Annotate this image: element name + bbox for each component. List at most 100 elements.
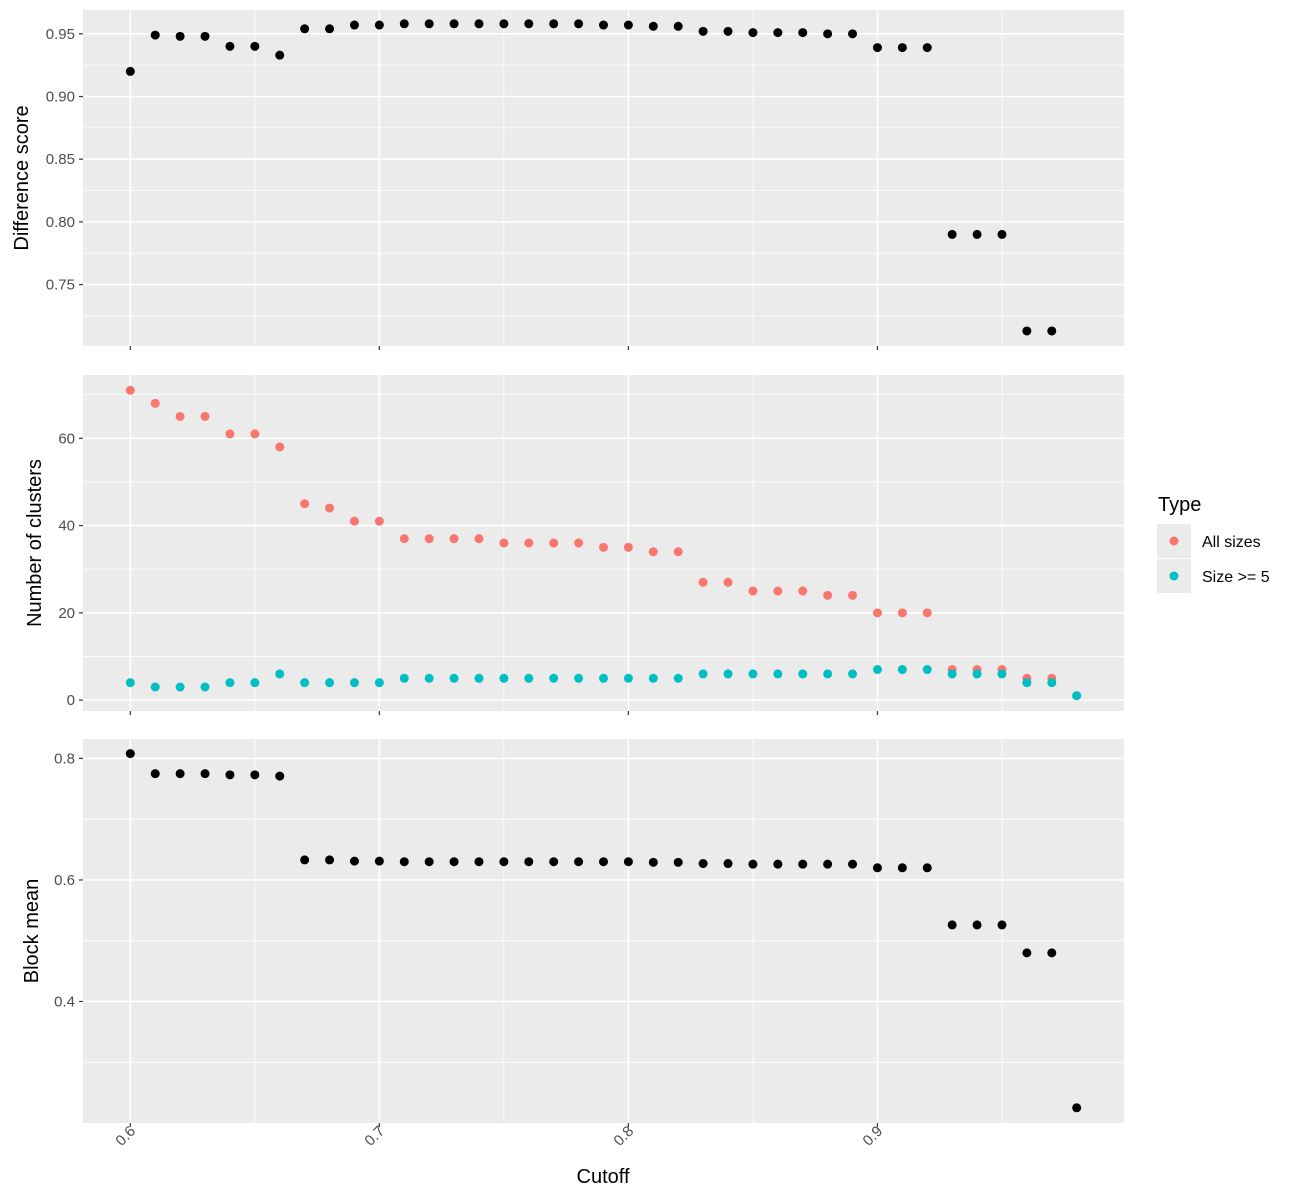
data-point-difference [150,30,160,40]
data-point-blockmean [972,920,982,930]
data-point-difference [399,19,409,29]
data-point-all-sizes [474,534,484,544]
data-point-size-5 [524,673,534,683]
data-point-blockmean [150,769,160,779]
data-point-size-5 [275,669,285,679]
data-point-blockmean [922,863,932,873]
data-point-all-sizes [125,385,135,395]
legend-title: Type [1158,494,1201,516]
data-point-difference [848,29,858,39]
data-point-size-5 [848,669,858,679]
x-tick-label: 0.7 [361,1123,388,1150]
y-tick-label: 40 [58,518,75,535]
y-tick-label: 0.4 [54,993,75,1010]
data-point-blockmean [599,857,608,867]
data-point-difference [673,21,683,31]
data-point-all-sizes [798,586,808,596]
data-point-all-sizes [574,538,584,548]
data-point-difference [424,19,434,29]
data-point-size-5 [349,678,359,688]
data-point-size-5 [673,673,683,683]
data-point-size-5 [250,678,260,688]
panel-background-blockmean [83,739,1124,1123]
legend: Type All sizes Size >= 5 [1157,494,1270,593]
y-tick-label: 0.85 [46,151,75,168]
data-point-difference [325,24,335,34]
data-point-all-sizes [723,577,733,587]
data-point-blockmean [648,857,658,867]
grid-layer [83,10,1124,1123]
data-point-blockmean [499,857,509,867]
data-point-all-sizes [499,538,509,548]
data-point-blockmean [673,857,683,867]
data-point-blockmean [723,859,733,869]
data-point-difference [524,19,534,29]
data-point-difference [748,28,758,38]
data-point-difference [1047,326,1057,336]
data-point-difference [374,20,384,30]
data-point-all-sizes [325,503,335,513]
data-point-size-5 [823,669,833,679]
data-point-size-5 [175,682,185,692]
data-point-blockmean [424,857,434,867]
data-point-size-5 [1072,691,1082,701]
data-point-difference [698,26,708,36]
data-point-size-5 [599,673,608,683]
data-point-blockmean [623,857,633,867]
data-point-size-5 [1047,678,1057,688]
data-point-blockmean [574,857,584,867]
data-point-blockmean [524,857,534,867]
data-point-size-5 [499,673,509,683]
data-point-all-sizes [648,547,658,557]
data-point-all-sizes [300,499,310,509]
data-point-difference [574,19,584,29]
data-point-difference [125,66,135,76]
data-point-all-sizes [823,590,833,600]
data-point-blockmean [823,859,833,869]
data-point-blockmean [125,749,135,759]
data-point-size-5 [773,669,783,679]
data-point-difference [872,43,882,53]
data-point-difference [499,19,509,29]
data-point-blockmean [897,863,907,873]
points-layer [125,19,1082,1113]
data-point-difference [200,31,210,41]
data-point-difference [897,43,907,53]
data-point-all-sizes [897,608,907,618]
data-point-difference [773,28,783,38]
data-point-blockmean [275,771,285,781]
data-point-difference [300,24,310,34]
data-point-size-5 [549,673,559,683]
data-point-all-sizes [599,542,608,552]
y-tick-label: 60 [58,430,75,447]
data-point-size-5 [399,673,409,683]
data-point-all-sizes [349,516,359,526]
data-point-blockmean [175,769,185,779]
data-point-blockmean [449,857,459,867]
y-tick-label: 20 [58,605,75,622]
data-point-blockmean [1022,948,1032,958]
data-point-all-sizes [698,577,708,587]
y-tick-label: 0.80 [46,214,75,231]
y-axis-title-blockmean: Block mean [21,879,43,984]
data-point-all-sizes [848,590,858,600]
data-point-all-sizes [275,442,285,452]
data-point-blockmean [474,857,484,867]
data-point-all-sizes [225,429,235,439]
data-point-difference [549,19,559,29]
data-point-difference [648,21,658,31]
data-point-blockmean [325,855,335,865]
data-point-difference [599,20,608,30]
legend-key-size-5 [1169,571,1179,581]
data-point-blockmean [1072,1103,1082,1113]
legend-label-size-5: Size >= 5 [1202,569,1270,586]
data-point-blockmean [872,863,882,873]
data-point-size-5 [374,678,384,688]
legend-label-all-sizes: All sizes [1202,534,1261,551]
data-point-blockmean [349,856,359,866]
data-point-size-5 [574,673,584,683]
data-point-size-5 [922,665,932,675]
data-point-size-5 [474,673,484,683]
x-tick-label: 0.6 [112,1123,139,1150]
